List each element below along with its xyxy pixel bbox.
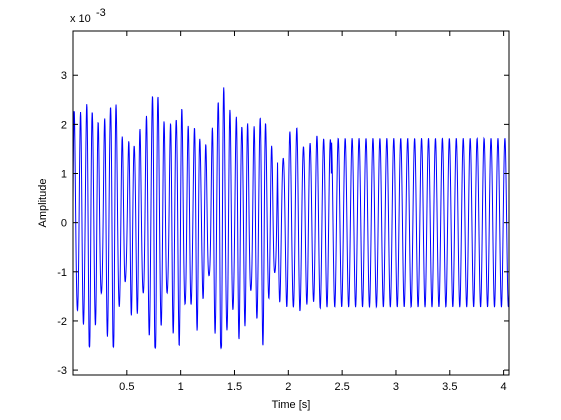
tick-labels: 0.5 1 1.5 2 2.5 3 3.5 4 -3 -2 -1 0 1 2 3 (57, 70, 506, 393)
y-tick-label: -2 (57, 316, 67, 328)
x-tick-label: 1 (178, 381, 184, 393)
x-axis-label: Time [s] (272, 399, 311, 411)
x-tick-label: 2 (285, 381, 291, 393)
y-tick-label: 2 (61, 119, 67, 131)
y-tick-label: 1 (61, 169, 67, 181)
y-exponent-power: -3 (96, 7, 106, 19)
x-tick-label: 1.5 (227, 381, 242, 393)
x-tick-label: 3.5 (442, 381, 457, 393)
signal-series (73, 87, 509, 350)
axes-box (72, 30, 510, 376)
x-tick-label: 0.5 (119, 381, 134, 393)
y-axis-label: Amplitude (37, 179, 49, 228)
y-tick-label: 3 (61, 70, 67, 82)
x-tick-label: 4 (501, 381, 507, 393)
y-exponent-label: x 10 (70, 13, 91, 25)
y-tick-label: -3 (57, 365, 67, 377)
y-tick-label: -1 (57, 267, 67, 279)
x-tick-label: 3 (393, 381, 399, 393)
tick-marks (73, 31, 509, 375)
x-tick-label: 2.5 (334, 381, 349, 393)
signal-line (73, 87, 509, 350)
y-tick-label: 0 (61, 218, 67, 230)
